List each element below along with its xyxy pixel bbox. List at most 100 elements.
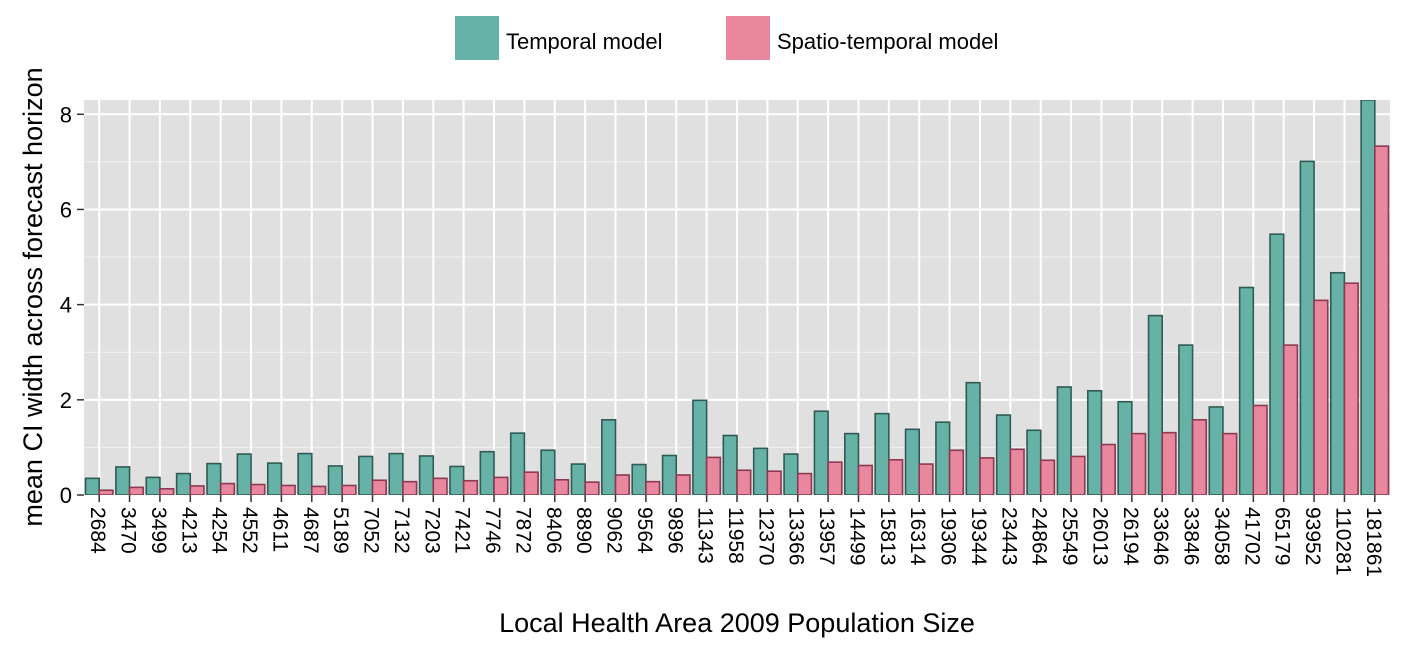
x-tick-label: 33646 [1149,507,1172,565]
bar-temporal-2684 [84,477,100,495]
bar-spatio-temporal-110281 [1343,282,1359,495]
bar-spatio-temporal-181861 [1374,145,1390,495]
bar-spatio-temporal-9896 [675,474,691,495]
bar-temporal-8406 [540,449,556,495]
bar-temporal-4213 [175,472,192,495]
bar-temporal-19306 [935,421,951,495]
bar-spatio-temporal-16314 [918,463,934,495]
x-tick-label: 4254 [208,507,231,554]
x-tick-label: 41702 [1240,507,1263,565]
bar-spatio-temporal-7421 [462,479,479,495]
y-tick-label: 8 [60,102,72,127]
bar-spatio-temporal-15813 [888,458,904,495]
bar-spatio-temporal-65179 [1282,344,1299,495]
bar-spatio-temporal-4254 [219,482,236,495]
bar-temporal-8890 [570,463,586,495]
x-tick-label: 14499 [845,507,868,565]
x-tick-label: 9896 [663,507,686,554]
bar-spatio-temporal-19344 [979,457,995,495]
bars [84,100,1390,495]
bar-temporal-11343 [692,399,708,495]
x-axis: 2684 3470 3499 4213 4254 4552 4611 4687 5189 7052… [86,495,1385,577]
x-tick-label: 25549 [1058,507,1081,565]
x-tick-label: 13957 [815,507,838,565]
y-tick-label: 4 [60,293,72,318]
bar-temporal-9564 [631,463,647,495]
y-tick-label: 0 [60,483,72,508]
bar-temporal-14499 [844,432,860,495]
bar-temporal-4552 [236,453,252,495]
bar-temporal-19344 [965,381,981,495]
legend-swatch-spatio-temporal [726,16,770,60]
bar-spatio-temporal-93952 [1313,299,1329,495]
x-tick-label: 33846 [1180,507,1203,565]
bar-spatio-temporal-3499 [159,488,175,495]
x-tick-label: 19306 [937,507,960,565]
y-axis-title: mean CI width across forecast horizon [18,67,48,526]
legend-label-temporal: Temporal model [506,29,663,54]
x-tick-label: 11343 [694,507,717,564]
x-tick-label: 15813 [876,507,899,565]
bar-spatio-temporal-25549 [1070,455,1086,495]
x-tick-label: 9062 [603,507,626,554]
bar-spatio-temporal-7132 [402,480,418,495]
x-tick-label: 7746 [481,507,504,554]
bar-temporal-65179 [1269,233,1285,495]
bar-temporal-7203 [418,455,435,495]
bar-temporal-41702 [1238,286,1255,495]
bar-temporal-7872 [509,432,526,495]
bar-temporal-7052 [358,455,374,495]
bar-spatio-temporal-24864 [1039,459,1056,495]
bar-temporal-4611 [266,462,283,495]
bar-temporal-3470 [115,466,131,495]
bar-temporal-16314 [904,428,921,495]
x-tick-label: 3499 [147,507,170,554]
x-tick-label: 26194 [1119,507,1142,566]
bar-temporal-26013 [1087,389,1103,495]
y-tick-label: 6 [60,197,72,222]
bar-spatio-temporal-33646 [1161,431,1177,495]
bar-spatio-temporal-7746 [493,476,509,495]
bar-temporal-12370 [752,447,769,495]
x-tick-label: 23443 [997,507,1020,565]
x-tick-label: 26013 [1088,507,1111,565]
bar-spatio-temporal-4213 [189,485,205,495]
bar-spatio-temporal-19306 [948,449,965,495]
bar-spatio-temporal-26013 [1100,443,1116,495]
x-tick-label: 12370 [754,507,777,565]
bar-spatio-temporal-3470 [128,486,145,495]
x-tick-label: 11958 [724,507,747,564]
bar-temporal-110281 [1329,271,1346,495]
bar-spatio-temporal-26194 [1131,432,1147,495]
bar-temporal-7132 [388,452,404,495]
x-tick-label: 181861 [1362,507,1385,577]
bar-spatio-temporal-8406 [553,478,570,495]
x-tick-label: 4611 [268,507,291,552]
bar-temporal-13957 [813,410,829,495]
x-tick-label: 2684 [86,507,109,554]
bar-spatio-temporal-7052 [371,479,387,495]
bar-temporal-5189 [327,465,343,495]
bar-spatio-temporal-11343 [705,456,722,495]
x-tick-label: 4213 [177,507,200,554]
bar-temporal-7421 [449,465,465,495]
x-tick-label: 65179 [1271,507,1294,565]
bar-spatio-temporal-2684 [98,489,114,495]
bar-temporal-9062 [601,419,617,495]
bar-spatio-temporal-33846 [1191,419,1208,495]
x-tick-label: 7132 [390,507,413,554]
bar-spatio-temporal-12370 [766,470,782,495]
bar-temporal-11958 [722,434,738,495]
x-tick-label: 34058 [1210,507,1233,565]
x-tick-label: 7872 [511,507,534,554]
x-tick-label: 3470 [117,507,140,554]
bar-spatio-temporal-9062 [614,474,630,495]
legend: Temporal model Spatio-temporal model [455,16,998,60]
y-tick-label: 2 [60,388,72,413]
legend-label-spatio-temporal: Spatio-temporal model [777,29,998,54]
bar-spatio-temporal-4552 [250,483,266,495]
bar-spatio-temporal-9564 [645,480,661,495]
y-axis: 0 2 4 6 8 [60,102,84,508]
bar-temporal-7746 [479,450,495,495]
